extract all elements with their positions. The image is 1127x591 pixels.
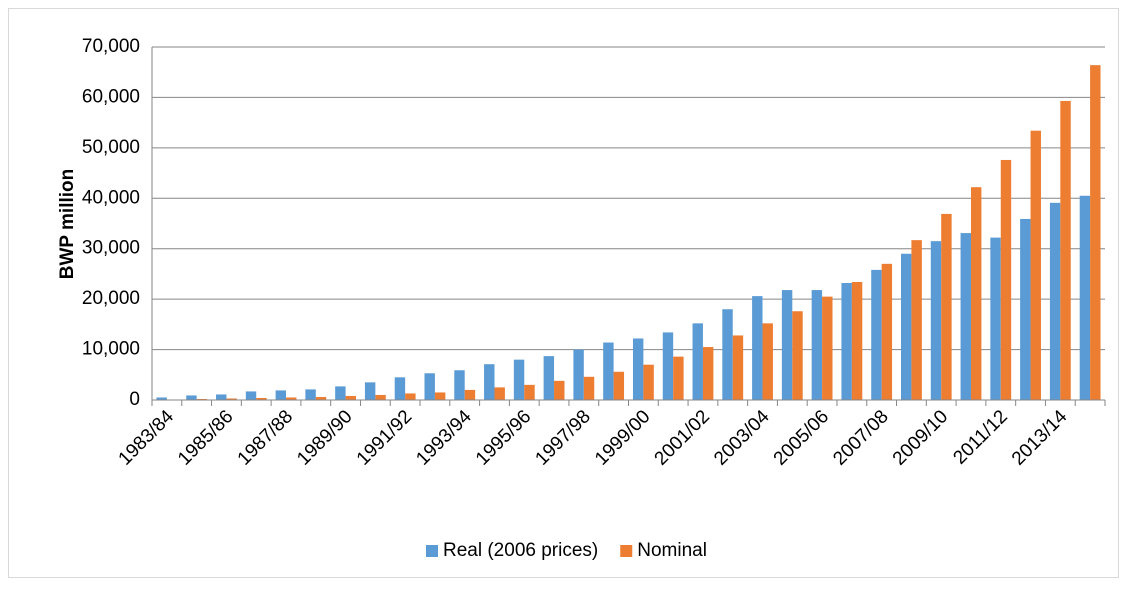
bar	[345, 395, 357, 400]
bar	[394, 377, 406, 400]
bar	[375, 394, 386, 400]
y-tick-label: 40,000	[82, 187, 140, 208]
bar	[1030, 130, 1041, 400]
bar	[275, 390, 287, 400]
bar	[543, 356, 555, 400]
legend-label: Real (2006 prices)	[443, 540, 598, 561]
bar	[464, 389, 476, 400]
y-tick-label: 10,000	[82, 339, 140, 360]
bar	[186, 395, 197, 400]
chart-border	[8, 8, 1119, 578]
bar	[216, 394, 227, 400]
bar	[603, 342, 614, 400]
bar	[970, 187, 982, 400]
bar	[1000, 159, 1012, 400]
bar	[762, 323, 773, 400]
bar	[632, 338, 644, 400]
bar	[1079, 195, 1091, 400]
bar	[881, 263, 893, 400]
bar	[583, 376, 595, 400]
y-tick-label: 60,000	[82, 86, 140, 107]
bar	[513, 359, 525, 400]
bar	[484, 364, 495, 400]
y-axis-title: BWP million	[57, 169, 78, 279]
bar	[305, 389, 316, 400]
bar	[156, 397, 167, 400]
y-tick-label: 50,000	[82, 137, 140, 158]
bar	[960, 233, 971, 400]
bar	[573, 349, 584, 400]
bar	[434, 392, 446, 400]
bar	[524, 384, 535, 400]
bar	[364, 382, 376, 400]
bar	[911, 240, 922, 400]
bar	[405, 393, 416, 400]
legend-label: Nominal	[637, 540, 707, 561]
bar	[930, 241, 942, 400]
bar	[990, 237, 1001, 400]
bar	[454, 370, 465, 400]
bar	[335, 386, 346, 400]
bar	[941, 213, 952, 400]
bar	[702, 347, 714, 400]
bar	[792, 311, 803, 400]
bar	[900, 253, 912, 400]
bar	[752, 296, 763, 400]
bar	[1060, 100, 1071, 401]
bar	[245, 391, 257, 400]
bar	[841, 283, 852, 400]
y-tick-label: 30,000	[82, 238, 140, 259]
bar	[424, 373, 435, 400]
bar	[494, 387, 505, 400]
bar	[1020, 218, 1031, 400]
bar	[1090, 65, 1101, 400]
bar	[871, 269, 882, 400]
bar	[554, 380, 565, 400]
bar	[851, 281, 863, 400]
bar	[673, 356, 684, 400]
bar	[811, 290, 823, 400]
legend-swatch	[620, 545, 633, 557]
y-tick-label: 0	[129, 389, 140, 410]
bar	[256, 397, 267, 400]
bar	[643, 364, 654, 400]
bar	[315, 396, 327, 400]
legend-swatch	[426, 545, 438, 557]
bar	[286, 397, 297, 400]
bar	[226, 398, 237, 400]
bar	[781, 290, 793, 400]
bar	[1049, 202, 1061, 400]
bar	[196, 398, 208, 400]
bar	[613, 371, 625, 400]
bar	[822, 296, 833, 400]
bar	[722, 309, 733, 400]
bar	[732, 335, 744, 400]
bar	[692, 323, 703, 400]
y-tick-label: 70,000	[82, 36, 140, 57]
y-tick-label: 20,000	[82, 288, 140, 309]
bar	[662, 332, 674, 400]
